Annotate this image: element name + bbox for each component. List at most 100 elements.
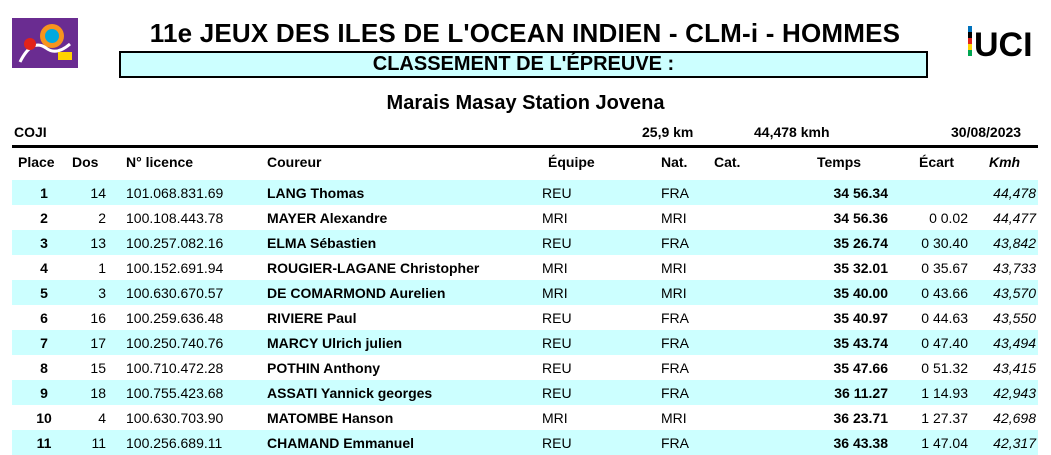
- nationality: FRA: [661, 435, 689, 451]
- col-header-kmh: Kmh: [989, 154, 1021, 170]
- rider-name: MAYER Alexandre: [267, 210, 388, 226]
- col-header-cat: Cat.: [714, 154, 741, 170]
- nationality: FRA: [661, 185, 689, 201]
- licence-number: 100.250.740.76: [126, 335, 224, 351]
- table-row: 3 13 100.257.082.16 ELMA Sébastien REU F…: [12, 230, 1038, 255]
- uci-logo-text: UCI: [974, 26, 1033, 64]
- place: 8: [40, 360, 48, 376]
- rider-name: LANG Thomas: [267, 185, 365, 201]
- team: REU: [542, 335, 572, 351]
- nationality: FRA: [661, 235, 689, 251]
- page-subtitle: CLASSEMENT DE L'ÉPREUVE :: [119, 51, 928, 78]
- time-gap: 0 44.63: [921, 310, 968, 326]
- bib-number: 4: [98, 410, 106, 426]
- team: REU: [542, 385, 572, 401]
- col-header-rider: Coureur: [267, 154, 322, 170]
- time-gap: 0 30.40: [921, 235, 968, 251]
- col-header-licence: N° licence: [126, 154, 194, 170]
- race-date: 30/08/2023: [951, 124, 1022, 140]
- speed-kmh: 42,698: [993, 410, 1036, 426]
- table-row: 11 11 100.256.689.11 CHAMAND Emmanuel RE…: [12, 430, 1038, 455]
- col-header-dos: Dos: [72, 154, 99, 170]
- speed-kmh: 43,415: [993, 360, 1036, 376]
- bib-number: 3: [98, 285, 106, 301]
- time-gap: 0 51.32: [921, 360, 968, 376]
- team: MRI: [542, 210, 568, 226]
- time-gap: 1 27.37: [921, 410, 968, 426]
- organizer: COJI: [14, 124, 47, 140]
- venue-name: Marais Masay Station Jovena: [386, 92, 665, 114]
- race-time: 36 43.38: [833, 435, 889, 451]
- bib-number: 17: [90, 335, 106, 351]
- nationality: FRA: [661, 335, 689, 351]
- bib-number: 1: [98, 260, 106, 276]
- table-row: 8 15 100.710.472.28 POTHIN Anthony REU F…: [12, 355, 1038, 380]
- licence-number: 100.152.691.94: [126, 260, 224, 276]
- table-row: 7 17 100.250.740.76 MARCY Ulrich julien …: [12, 330, 1038, 355]
- licence-number: 101.068.831.69: [126, 185, 224, 201]
- race-time: 35 26.74: [833, 235, 889, 251]
- col-header-gap: Écart: [919, 154, 955, 170]
- bib-number: 16: [90, 310, 106, 326]
- team: REU: [542, 185, 572, 201]
- race-time: 34 56.36: [833, 210, 889, 226]
- race-time: 35 43.74: [833, 335, 889, 351]
- bib-number: 11: [91, 435, 106, 451]
- nationality: FRA: [661, 385, 689, 401]
- bib-number: 2: [98, 210, 106, 226]
- race-time: 36 11.27: [834, 385, 888, 401]
- licence-number: 100.630.670.57: [126, 285, 224, 301]
- bib-number: 13: [90, 235, 106, 251]
- licence-number: 100.710.472.28: [126, 360, 224, 376]
- place: 10: [36, 410, 52, 426]
- race-time: 35 47.66: [833, 360, 889, 376]
- header-divider: [12, 145, 1038, 148]
- nationality: MRI: [661, 285, 687, 301]
- event-logo: [12, 18, 78, 68]
- team: REU: [542, 435, 572, 451]
- col-header-team: Équipe: [548, 154, 595, 170]
- team: MRI: [542, 285, 568, 301]
- team: MRI: [542, 260, 568, 276]
- race-time: 36 23.71: [833, 410, 889, 426]
- table-row: 10 4 100.630.703.90 MATOMBE Hanson MRI M…: [12, 405, 1038, 430]
- team: REU: [542, 235, 572, 251]
- rider-name: DE COMARMOND Aurelien: [267, 285, 446, 301]
- race-time: 35 40.00: [833, 285, 889, 301]
- col-header-time: Temps: [817, 154, 862, 170]
- time-gap: 1 14.93: [921, 385, 968, 401]
- rider-name: CHAMAND Emmanuel: [267, 435, 415, 451]
- licence-number: 100.256.689.11: [126, 435, 223, 451]
- rider-name: ELMA Sébastien: [267, 235, 377, 251]
- licence-number: 100.755.423.68: [126, 385, 224, 401]
- team: REU: [542, 310, 572, 326]
- team: MRI: [542, 410, 568, 426]
- nationality: FRA: [661, 310, 689, 326]
- speed-kmh: 43,550: [993, 310, 1036, 326]
- table-row: 9 18 100.755.423.68 ASSATI Yannick georg…: [12, 380, 1038, 405]
- place: 1: [40, 185, 48, 201]
- licence-number: 100.630.703.90: [126, 410, 224, 426]
- table-row: 2 2 100.108.443.78 MAYER Alexandre MRI M…: [12, 205, 1038, 230]
- table-row: 4 1 100.152.691.94 ROUGIER-LAGANE Christ…: [12, 255, 1038, 280]
- bib-number: 14: [90, 185, 106, 201]
- place: 11: [36, 435, 52, 451]
- table-row: 1 14 101.068.831.69 LANG Thomas REU FRA …: [12, 180, 1038, 205]
- nationality: MRI: [661, 210, 687, 226]
- nationality: MRI: [661, 410, 687, 426]
- place: 6: [40, 310, 48, 326]
- licence-number: 100.108.443.78: [126, 210, 224, 226]
- place: 7: [40, 335, 48, 351]
- speed-kmh: 43,494: [993, 335, 1036, 351]
- time-gap: 1 47.04: [921, 435, 968, 451]
- rider-name: ROUGIER-LAGANE Christopher: [267, 260, 480, 276]
- rider-name: POTHIN Anthony: [267, 360, 381, 376]
- place: 9: [40, 385, 48, 401]
- rider-name: MARCY Ulrich julien: [267, 335, 403, 351]
- col-header-nat: Nat.: [661, 154, 688, 170]
- licence-number: 100.259.636.48: [126, 310, 224, 326]
- rider-name: ASSATI Yannick georges: [267, 385, 433, 401]
- race-time: 35 40.97: [833, 310, 889, 326]
- uci-logo: UCI: [966, 22, 1038, 64]
- speed-kmh: 44,477: [993, 210, 1036, 226]
